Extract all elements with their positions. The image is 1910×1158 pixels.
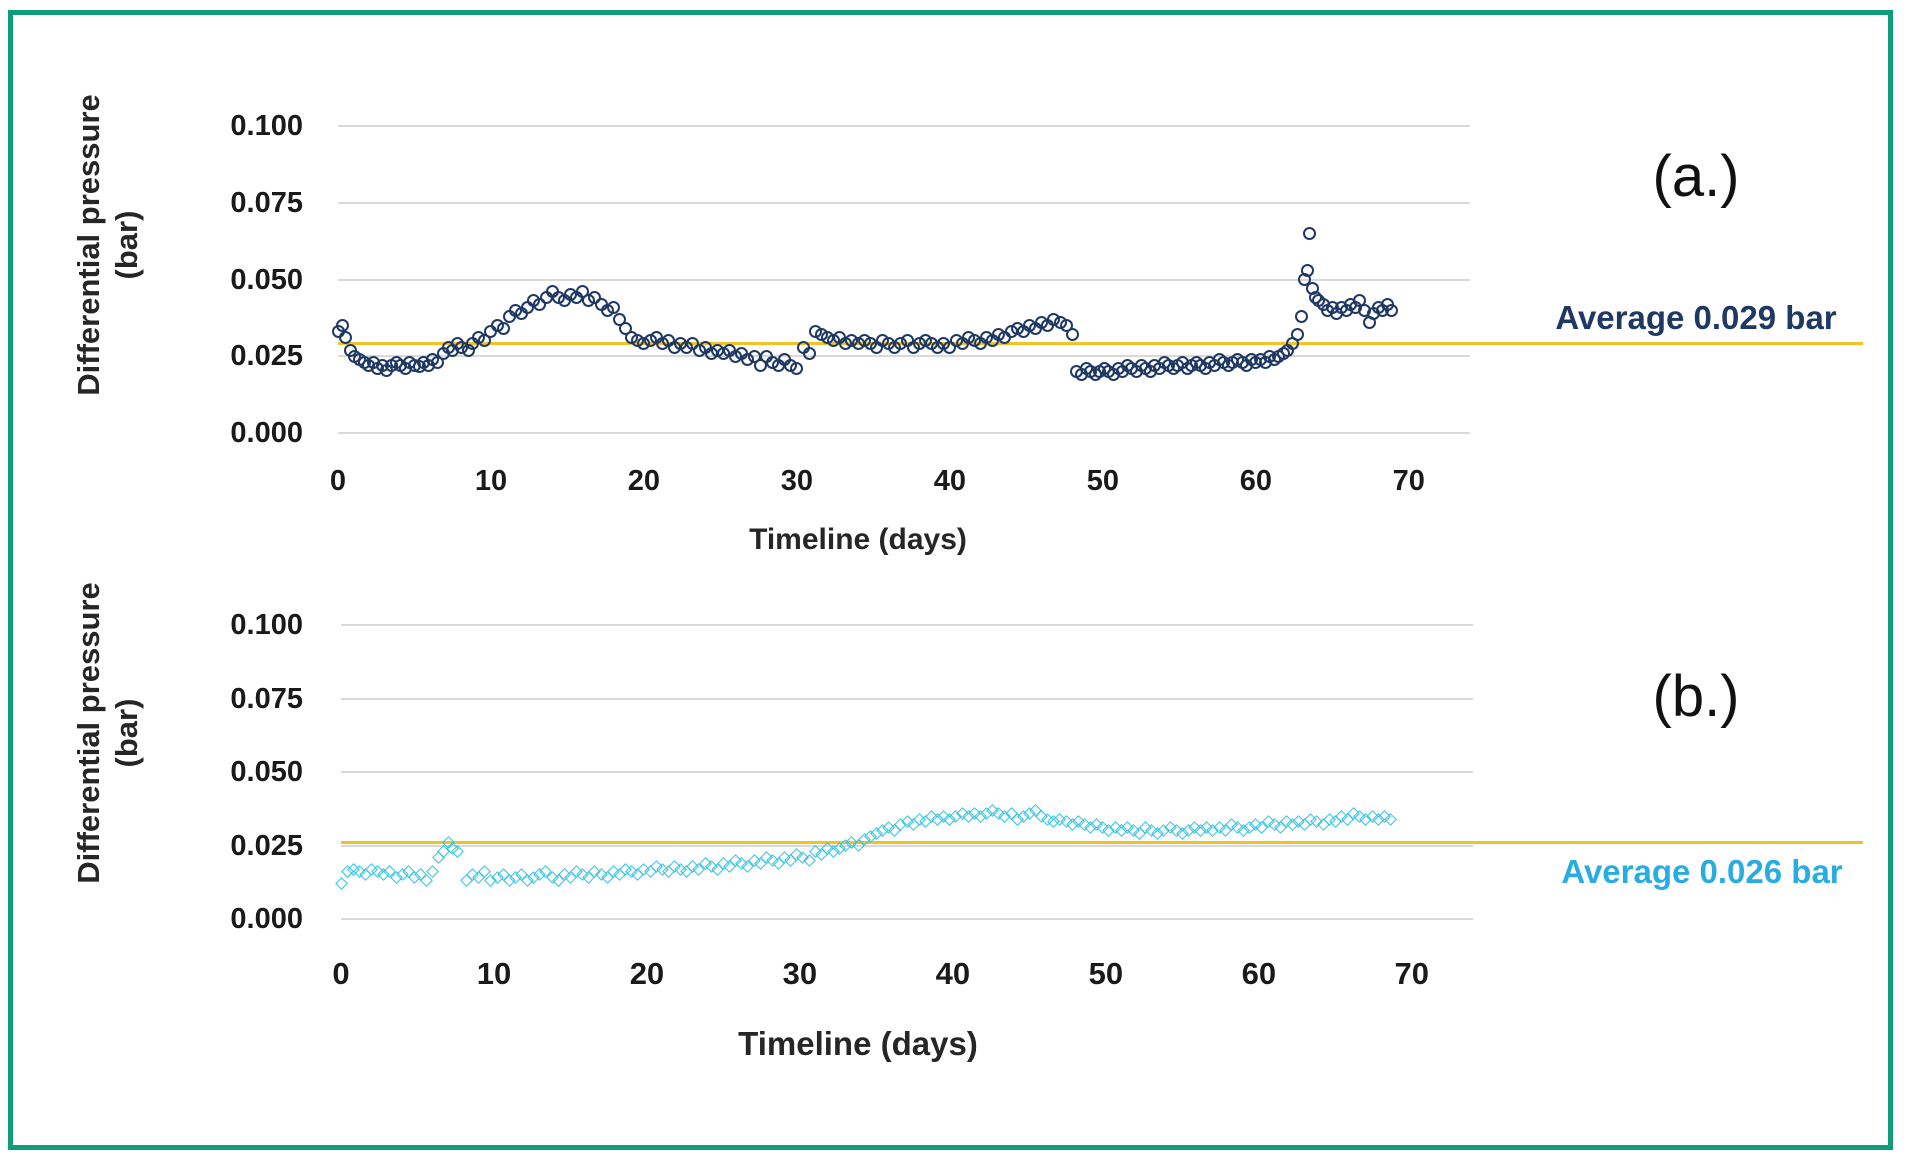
x-axis-tick-label: 40	[935, 956, 971, 991]
figure-border: Differential pressure (bar) Timeline (da…	[8, 10, 1893, 1150]
data-point-marker	[802, 346, 816, 360]
y-axis-title-line1: Differential pressure	[71, 582, 106, 884]
x-axis-tick-label: 20	[627, 465, 661, 497]
gridline	[341, 697, 1473, 700]
y-axis-tick-label: 0.050	[230, 756, 303, 788]
average-line	[341, 841, 1863, 845]
y-axis-title: Differential pressure (bar)	[70, 513, 146, 953]
gridline	[341, 771, 1473, 773]
x-axis-tick-label: 60	[1239, 465, 1272, 497]
data-point-marker	[790, 362, 804, 376]
x-axis-tick-label: 40	[933, 465, 967, 497]
x-axis-tick-label: 50	[1086, 465, 1119, 497]
x-axis-title: Timeline (days)	[738, 1025, 978, 1062]
average-annotation-a: Average 0.029 bar	[1555, 299, 1837, 336]
y-axis-tick-label: 0.025	[230, 829, 303, 862]
x-axis-tick-label: 10	[474, 465, 508, 497]
y-axis-tick-label: 0.000	[230, 417, 303, 449]
panel-label-a: (a.)	[1652, 144, 1740, 209]
x-axis-tick-label: 10	[476, 956, 512, 991]
data-point-marker	[336, 319, 350, 333]
x-axis-tick-label: 70	[1394, 956, 1430, 991]
x-axis-tick-label: 30	[782, 956, 818, 991]
average-line	[338, 342, 1863, 346]
gridline	[341, 844, 1473, 847]
y-axis-tick-label: 0.000	[230, 903, 303, 935]
y-axis-tick-label: 0.025	[230, 340, 303, 373]
chart-panel-b: Differential pressure (bar) Timeline (da…	[13, 15, 1888, 1145]
gridline	[338, 125, 1470, 127]
data-point-marker	[1290, 328, 1304, 342]
y-axis-tick-label: 0.100	[230, 110, 303, 142]
data-point-marker	[334, 877, 348, 891]
x-axis-tick-label: 30	[780, 465, 814, 497]
gridline	[338, 278, 1470, 281]
data-point-marker	[339, 331, 353, 345]
data-point-marker	[606, 300, 620, 314]
gridline	[341, 624, 1473, 626]
gridline	[341, 918, 1473, 920]
y-axis-tick-label: 0.050	[230, 263, 303, 296]
data-point-marker	[1385, 303, 1399, 317]
x-axis-tick-label: 50	[1088, 956, 1124, 991]
gridline	[338, 355, 1470, 358]
x-axis-tick-label: 0	[329, 465, 347, 497]
data-point-marker	[1295, 309, 1309, 323]
y-axis-tick-label: 0.075	[230, 186, 303, 219]
average-annotation-b: Average 0.026 bar	[1561, 853, 1843, 890]
gridline	[338, 201, 1470, 204]
y-axis-title-line2: (bar)	[109, 698, 144, 768]
gridline	[338, 432, 1470, 434]
x-axis-tick-label: 0	[332, 956, 350, 991]
y-axis-tick-label: 0.100	[230, 609, 303, 641]
x-axis-title: Timeline (days)	[749, 523, 967, 556]
y-axis-tick-label: 0.075	[230, 682, 303, 715]
data-point-marker	[1302, 226, 1316, 240]
data-point-marker	[496, 322, 510, 336]
x-axis-tick-label: 60	[1241, 956, 1277, 991]
x-axis-tick-label: 70	[1392, 465, 1425, 497]
chart-panel-a: Differential pressure (bar) Timeline (da…	[13, 15, 1888, 1145]
panel-label-b: (b.)	[1652, 664, 1740, 729]
x-axis-tick-label: 20	[629, 956, 665, 991]
data-point-marker	[1065, 328, 1079, 342]
data-point-marker	[1301, 263, 1315, 277]
